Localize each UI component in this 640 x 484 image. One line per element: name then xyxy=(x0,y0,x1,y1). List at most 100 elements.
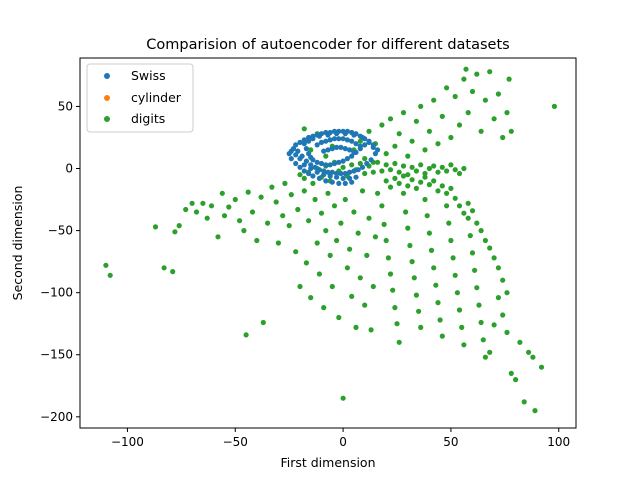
data-point-digits xyxy=(444,190,450,196)
data-point-digits xyxy=(435,188,441,194)
data-point-digits xyxy=(426,182,432,188)
data-point-swiss xyxy=(323,178,329,184)
data-point-digits xyxy=(461,165,467,172)
data-point-digits xyxy=(241,228,247,234)
data-point-digits xyxy=(459,324,465,330)
data-point-swiss xyxy=(301,168,307,174)
data-point-digits xyxy=(413,292,419,298)
data-point-digits xyxy=(435,169,441,175)
data-point-digits xyxy=(474,220,480,226)
axes-frame xyxy=(79,57,577,429)
data-point-digits xyxy=(226,204,232,210)
data-point-swiss xyxy=(340,175,346,181)
data-point-digits xyxy=(526,349,532,355)
data-point-swiss xyxy=(336,159,342,165)
data-point-swiss xyxy=(344,156,350,162)
data-point-digits xyxy=(491,322,497,328)
data-point-digits xyxy=(258,194,264,200)
data-point-digits xyxy=(321,305,327,311)
data-point-digits xyxy=(469,250,476,256)
data-point-digits xyxy=(392,160,398,167)
data-point-swiss xyxy=(293,152,299,158)
data-point-digits xyxy=(323,228,329,234)
data-point-digits xyxy=(280,213,286,219)
data-point-digits xyxy=(383,162,389,168)
data-point-swiss xyxy=(336,180,342,186)
data-point-digits xyxy=(405,172,411,178)
data-point-digits xyxy=(152,224,159,230)
data-point-swiss xyxy=(368,157,374,163)
data-point-digits xyxy=(405,183,411,189)
data-point-swiss xyxy=(347,147,353,153)
data-point-digits xyxy=(338,220,344,226)
data-point-digits xyxy=(405,153,411,159)
data-point-swiss xyxy=(338,144,344,150)
data-point-swiss xyxy=(336,136,342,142)
data-point-digits xyxy=(426,128,432,134)
data-point-digits xyxy=(288,192,294,198)
y-tick-label: −200 xyxy=(40,410,73,424)
data-point-digits xyxy=(478,228,484,234)
data-point-digits xyxy=(500,312,506,318)
data-point-digits xyxy=(521,399,527,405)
data-point-swiss xyxy=(364,160,370,167)
y-tick-label: −50 xyxy=(48,224,73,238)
data-point-digits xyxy=(254,237,260,244)
data-point-digits xyxy=(349,293,355,299)
data-point-digits xyxy=(409,259,415,265)
data-point-swiss xyxy=(334,144,340,150)
data-point-digits xyxy=(508,128,514,134)
data-point-digits xyxy=(396,131,402,137)
data-point-digits xyxy=(403,209,409,215)
data-point-digits xyxy=(344,265,350,271)
data-point-digits xyxy=(474,71,480,77)
data-point-digits xyxy=(467,233,473,239)
data-point-digits xyxy=(379,203,385,209)
data-point-digits xyxy=(456,170,463,177)
data-point-digits xyxy=(362,170,368,177)
data-point-digits xyxy=(418,324,424,330)
data-point-digits xyxy=(461,76,467,82)
data-point-digits xyxy=(487,69,493,75)
data-point-digits xyxy=(439,164,445,170)
data-point-digits xyxy=(454,290,460,296)
data-point-digits xyxy=(362,302,368,308)
data-point-digits xyxy=(400,163,407,169)
data-point-digits xyxy=(482,97,488,103)
data-point-digits xyxy=(301,126,307,132)
data-point-swiss xyxy=(359,134,366,141)
data-point-digits xyxy=(355,230,361,236)
data-point-swiss xyxy=(355,167,361,173)
y-tick-label: −150 xyxy=(40,348,73,362)
x-tick-label: 50 xyxy=(443,435,458,449)
data-point-swiss xyxy=(357,143,363,149)
data-point-digits xyxy=(452,167,458,173)
legend-label-cylinder: cylinder xyxy=(131,90,182,105)
data-point-digits xyxy=(189,200,195,206)
legend-marker-swiss xyxy=(104,73,110,79)
data-point-digits xyxy=(385,255,391,261)
data-point-digits xyxy=(405,225,411,231)
data-point-digits xyxy=(487,349,493,355)
data-point-swiss xyxy=(342,146,348,152)
data-point-swiss xyxy=(327,137,333,143)
data-point-digits xyxy=(433,282,439,288)
data-point-digits xyxy=(357,160,363,167)
data-point-digits xyxy=(463,66,469,72)
data-point-digits xyxy=(495,295,501,301)
data-point-digits xyxy=(387,167,394,173)
data-point-swiss xyxy=(318,139,325,145)
data-point-digits xyxy=(418,162,424,168)
data-point-digits xyxy=(487,245,493,251)
data-point-swiss xyxy=(353,141,359,147)
data-point-digits xyxy=(495,265,501,271)
data-point-digits xyxy=(170,269,176,275)
data-point-digits xyxy=(295,206,301,213)
data-point-swiss xyxy=(327,162,333,168)
data-point-digits xyxy=(413,118,419,124)
data-point-swiss xyxy=(314,169,320,175)
data-point-swiss xyxy=(342,170,348,177)
data-point-digits xyxy=(347,246,353,252)
data-point-digits xyxy=(491,116,497,122)
